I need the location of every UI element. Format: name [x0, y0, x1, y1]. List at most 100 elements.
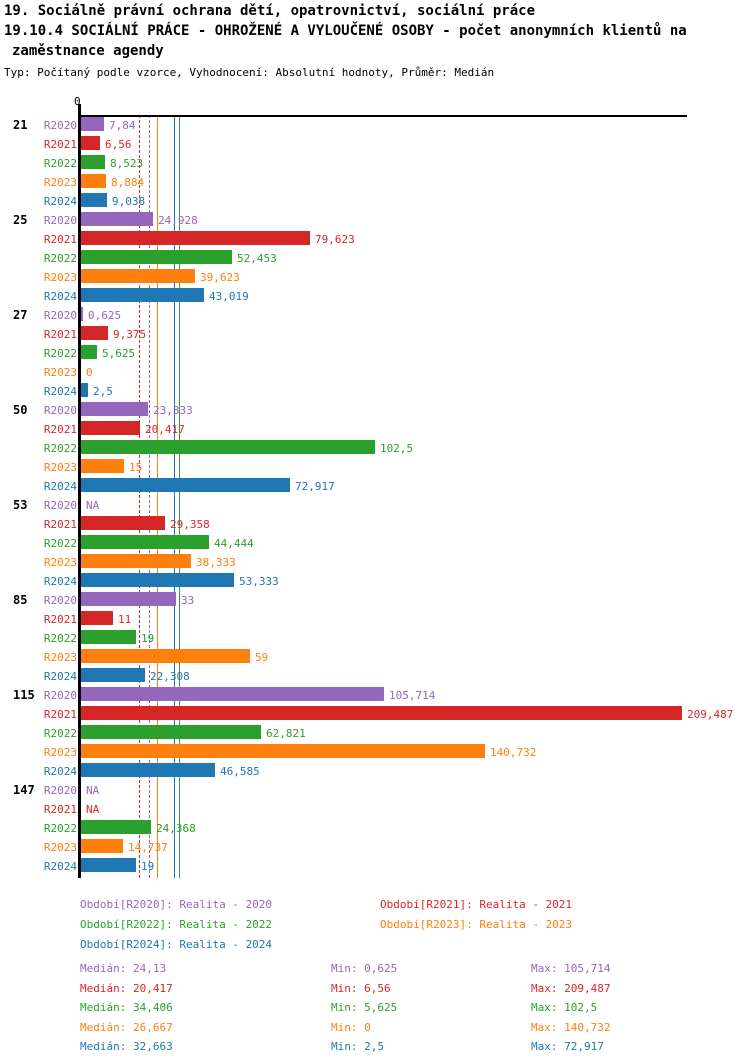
- bar-series-label: R2023: [43, 746, 77, 759]
- stat-min: Min: 6,56: [331, 982, 391, 995]
- bar-value-label: 209,487: [687, 708, 734, 721]
- bar: [81, 706, 682, 720]
- bar-value-label: 38,333: [196, 556, 236, 569]
- bar-series-label: R2023: [43, 841, 77, 854]
- x-axis-line: [78, 115, 687, 117]
- stat-median: Medián: 26,667: [80, 1021, 173, 1034]
- bar-series-label: R2024: [43, 195, 77, 208]
- stat-max: Max: 102,5: [531, 1001, 598, 1014]
- bar-value-label: 11: [118, 613, 132, 626]
- stat-median: Medián: 24,13: [80, 962, 167, 975]
- group-label: 53: [13, 498, 28, 512]
- legend-item: Období[R2020]: Realita - 2020: [80, 898, 273, 911]
- bar-value-label: 24,928: [158, 214, 198, 227]
- chart-meta-info: Typ: Počítaný podle vzorce, Vyhodnocení:…: [4, 66, 495, 79]
- legend-item: Období[R2024]: Realita - 2024: [80, 938, 273, 951]
- group-label: 147: [13, 783, 35, 797]
- bar: [81, 763, 215, 777]
- bar-series-label: R2022: [43, 822, 77, 835]
- bar: [81, 174, 106, 188]
- bar-series-label: R2024: [43, 765, 77, 778]
- bar: [81, 231, 310, 245]
- bar-value-label: 44,444: [214, 537, 254, 550]
- bar-value-label: 5,625: [102, 347, 136, 360]
- bar: [81, 459, 124, 473]
- bar-series-label: R2024: [43, 670, 77, 683]
- median-line-R2024: [173, 115, 175, 878]
- group-label: 85: [13, 593, 28, 607]
- bar-series-label: R2024: [43, 575, 77, 588]
- bar: [81, 421, 140, 435]
- bar: [81, 630, 136, 644]
- bar: [81, 554, 191, 568]
- bar-value-label: 6,56: [105, 138, 132, 151]
- bar-value-label: 39,623: [200, 271, 240, 284]
- bar-value-label: 9,038: [112, 195, 146, 208]
- bar-value-label: NA: [86, 499, 100, 512]
- bar-value-label: 23,333: [153, 404, 193, 417]
- bar-value-label: 20,417: [145, 423, 185, 436]
- bar-series-label: R2023: [43, 176, 77, 189]
- bar: [81, 649, 250, 663]
- bar-series-label: R2020: [43, 309, 77, 322]
- bar: [81, 155, 105, 169]
- bar: [81, 402, 148, 416]
- bar-value-label: 8,884: [111, 176, 145, 189]
- bar: [81, 820, 151, 834]
- bar-series-label: R2020: [43, 404, 77, 417]
- group-label: 27: [13, 308, 28, 322]
- bar-value-label: 33: [181, 594, 195, 607]
- bar-value-label: 79,623: [315, 233, 355, 246]
- bar-value-label: 15: [129, 461, 143, 474]
- bar-value-label: 46,585: [220, 765, 260, 778]
- chart-title-line2: zaměstnance agendy: [12, 43, 164, 59]
- bar-value-label: 0,625: [88, 309, 122, 322]
- bar-series-label: R2024: [43, 860, 77, 873]
- stat-min: Min: 0,625: [331, 962, 398, 975]
- bar-series-label: R2021: [43, 328, 77, 341]
- bar-series-label: R2022: [43, 632, 77, 645]
- bar-series-label: R2021: [43, 518, 77, 531]
- group-label: 115: [13, 688, 35, 702]
- bar-series-label: R2022: [43, 252, 77, 265]
- bar: [81, 839, 123, 853]
- bar: [81, 668, 145, 682]
- bar-series-label: R2023: [43, 366, 77, 379]
- bar-series-label: R2022: [43, 157, 77, 170]
- bar: [81, 269, 195, 283]
- bar-value-label: 102,5: [380, 442, 414, 455]
- bar-series-label: R2022: [43, 347, 77, 360]
- bar-value-label: NA: [86, 784, 100, 797]
- bar: [81, 440, 375, 454]
- bar: [81, 193, 107, 207]
- bar-series-label: R2024: [43, 480, 77, 493]
- bar-value-label: 19: [141, 860, 155, 873]
- bar-series-label: R2021: [43, 708, 77, 721]
- stat-min: Min: 5,625: [331, 1001, 398, 1014]
- bar-value-label: 19: [141, 632, 155, 645]
- bar-value-label: 105,714: [389, 689, 436, 702]
- legend-item: Období[R2021]: Realita - 2021: [380, 898, 573, 911]
- chart-title-line1: 19.10.4 SOCIÁLNÍ PRÁCE - OHROŽENÉ A VYLO…: [4, 23, 687, 39]
- bar-series-label: R2021: [43, 803, 77, 816]
- stat-max: Max: 105,714: [531, 962, 611, 975]
- bar-series-label: R2020: [43, 214, 77, 227]
- bar-value-label: 8,523: [110, 157, 144, 170]
- group-label: 21: [13, 118, 28, 132]
- bar-series-label: R2020: [43, 689, 77, 702]
- stat-max: Max: 209,487: [531, 982, 611, 995]
- bar-series-label: R2023: [43, 461, 77, 474]
- bar: [81, 687, 384, 701]
- median-line-R2021: [138, 115, 140, 878]
- bar-series-label: R2024: [43, 385, 77, 398]
- median-line-R2022: [178, 115, 180, 878]
- bar-value-label: 52,453: [237, 252, 277, 265]
- bar: [81, 516, 165, 530]
- bar-series-label: R2020: [43, 119, 77, 132]
- bar-series-label: R2024: [43, 290, 77, 303]
- bar-value-label: 53,333: [239, 575, 279, 588]
- bar-value-label: 59: [255, 651, 269, 664]
- bar-value-label: 0: [86, 366, 93, 379]
- bar-series-label: R2021: [43, 233, 77, 246]
